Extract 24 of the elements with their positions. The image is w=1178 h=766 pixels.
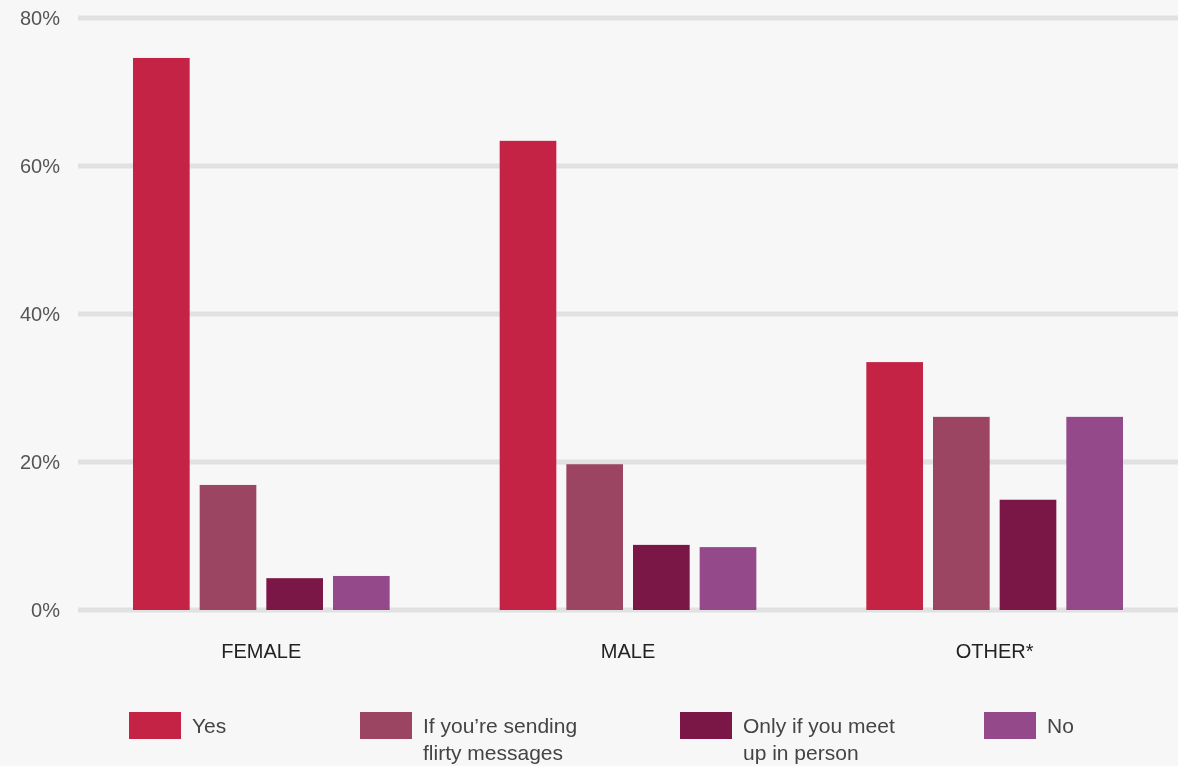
- y-tick-label: 40%: [19, 302, 61, 325]
- bar: [1066, 416, 1123, 610]
- legend-label: No: [1047, 714, 1074, 737]
- x-tick-label: FEMALE: [221, 640, 302, 663]
- y-tick-label: 20%: [19, 450, 61, 473]
- legend-label: If you’re sending flirty messages: [423, 714, 578, 764]
- bar: [133, 57, 190, 610]
- bar: [866, 362, 923, 610]
- bar: [266, 578, 323, 610]
- legend-label: Yes: [192, 714, 227, 737]
- bar: [999, 499, 1057, 610]
- x-tick-label: MALE: [600, 640, 656, 663]
- bar: [933, 416, 990, 610]
- y-tick-label: 60%: [19, 154, 61, 177]
- bar: [499, 140, 557, 610]
- bar: [333, 575, 390, 610]
- y-tick-label: 0%: [31, 598, 61, 621]
- x-tick-label: OTHER*: [955, 640, 1034, 663]
- legend-label: Only if you meet up in person: [743, 714, 895, 764]
- bar: [566, 464, 623, 610]
- y-tick-label: 80%: [19, 6, 61, 29]
- bar: [633, 544, 690, 610]
- bar: [199, 484, 257, 610]
- bar: [699, 547, 757, 610]
